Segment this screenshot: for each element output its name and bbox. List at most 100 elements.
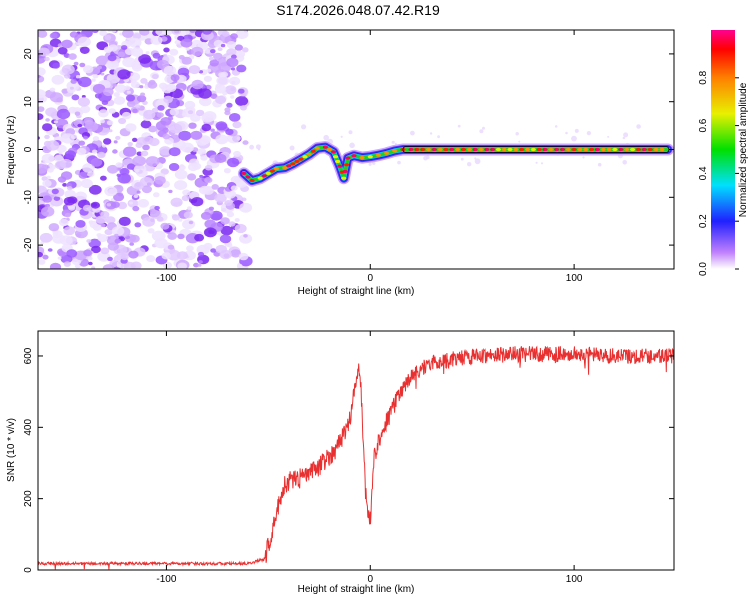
noise-speckle-blob — [186, 245, 194, 252]
noise-speckle-blob — [372, 161, 376, 165]
noise-speckle-blob — [132, 33, 142, 40]
noise-speckle-blob — [177, 233, 185, 240]
noise-speckle-blob — [203, 242, 213, 250]
noise-speckle-blob — [149, 208, 157, 215]
colorbar-tick-label: 0.4 — [698, 166, 709, 180]
noise-speckle-blob — [165, 83, 177, 92]
noise-speckle-blob — [123, 146, 137, 157]
noise-speckle-blob — [179, 164, 185, 168]
noise-speckle-blob — [42, 195, 52, 203]
noise-speckle-blob — [77, 36, 91, 47]
ridge-core-blob — [542, 147, 548, 152]
noise-speckle-blob — [289, 145, 295, 151]
noise-speckle-blob — [156, 216, 164, 222]
noise-speckle-blob — [208, 56, 214, 61]
noise-speckle-blob — [183, 211, 193, 219]
noise-speckle-blob — [202, 30, 212, 35]
noise-speckle-blob — [63, 73, 71, 79]
x-tick-label: 100 — [566, 574, 583, 585]
noise-speckle-blob — [243, 234, 248, 238]
noise-speckle-blob — [132, 155, 146, 167]
noise-speckle-blob — [78, 171, 88, 179]
noise-speckle-blob — [182, 189, 191, 196]
ridge-core-blob — [286, 164, 292, 168]
noise-speckle-blob — [177, 262, 187, 269]
noise-speckle-blob — [185, 47, 190, 51]
noise-speckle-blob — [162, 133, 171, 140]
noise-speckle-blob — [75, 220, 86, 228]
noise-speckle-blob — [193, 262, 200, 268]
noise-speckle-blob — [410, 130, 415, 136]
noise-speckle-blob — [161, 252, 171, 260]
noise-speckle-blob — [111, 201, 120, 208]
noise-speckle-blob — [224, 200, 233, 206]
snr-y-label: SNR (10 * v/v) — [6, 418, 17, 482]
y-tick-label: 200 — [23, 490, 34, 507]
noise-speckle-blob — [167, 116, 174, 121]
noise-speckle-blob — [121, 111, 132, 120]
x-tick-label: -100 — [156, 273, 176, 284]
noise-speckle-blob — [115, 135, 121, 140]
noise-speckle-blob — [100, 175, 107, 181]
noise-speckle-blob — [68, 106, 78, 114]
noise-speckle-blob — [203, 111, 217, 122]
noise-speckle-blob — [178, 130, 192, 141]
noise-speckle-blob — [154, 176, 166, 185]
noise-speckle-blob — [41, 153, 55, 164]
noise-speckle-blob — [147, 228, 155, 234]
noise-speckle-blob — [131, 63, 143, 72]
noise-speckle-blob — [214, 84, 227, 94]
noise-speckle-blob — [126, 90, 131, 94]
noise-speckle-blob — [565, 131, 568, 135]
noise-speckle-blob — [78, 76, 92, 88]
noise-speckle-blob — [188, 122, 197, 129]
noise-speckle-blob — [108, 108, 116, 114]
noise-speckle-blob — [194, 233, 205, 242]
noise-speckle-blob — [61, 171, 73, 180]
ridge-core-blob — [589, 147, 595, 152]
noise-speckle-blob — [168, 189, 173, 194]
noise-speckle-blob — [98, 109, 109, 118]
noise-speckle-blob — [42, 123, 53, 132]
noise-speckle-blob — [199, 185, 211, 195]
noise-speckle-blob — [540, 162, 544, 165]
noise-speckle-blob — [210, 49, 216, 54]
noise-speckle-blob — [140, 92, 146, 97]
noise-speckle-blob — [157, 105, 165, 111]
noise-speckle-blob — [38, 106, 45, 112]
noise-speckle-blob — [227, 157, 240, 168]
noise-speckle-blob — [47, 167, 54, 173]
colorbar-ticks: 0.0 0.2 0.4 0.6 0.8 — [698, 70, 739, 276]
noise-speckle-blob — [394, 142, 397, 145]
noise-speckle-blob — [255, 144, 261, 150]
noise-speckle-blob — [190, 130, 203, 140]
noise-speckle-blob — [38, 30, 48, 38]
ridge-core-blob — [524, 147, 531, 152]
noise-speckle-blob — [170, 74, 180, 82]
noise-speckle-blob — [167, 249, 181, 261]
noise-speckle-blob — [177, 67, 190, 77]
noise-speckle-blob — [220, 43, 226, 48]
noise-speckle-blob — [145, 51, 150, 55]
noise-speckle-blob — [134, 182, 144, 190]
noise-speckle-blob — [163, 53, 168, 57]
noise-speckle-blob — [425, 155, 430, 160]
noise-speckle-blob — [230, 185, 238, 191]
noise-speckle-blob — [100, 223, 106, 228]
noise-speckle-blob — [225, 128, 234, 136]
noise-speckle-blob — [135, 168, 140, 173]
ridge-core-blob — [583, 147, 589, 152]
noise-speckle-blob — [217, 47, 223, 52]
noise-speckle-blob — [301, 124, 307, 130]
noise-speckle-blob — [467, 162, 472, 167]
noise-speckle-blob — [128, 37, 142, 48]
noise-speckle-blob — [129, 201, 133, 205]
noise-speckle-blob — [220, 225, 233, 236]
spectrogram-y-label: Frequency (Hz) — [6, 116, 17, 185]
noise-speckle-blob — [44, 134, 50, 140]
noise-speckle-blob — [143, 109, 156, 120]
noise-speckle-blob — [66, 186, 73, 191]
ridge-core-blob — [455, 147, 461, 152]
noise-speckle-blob — [219, 33, 232, 44]
